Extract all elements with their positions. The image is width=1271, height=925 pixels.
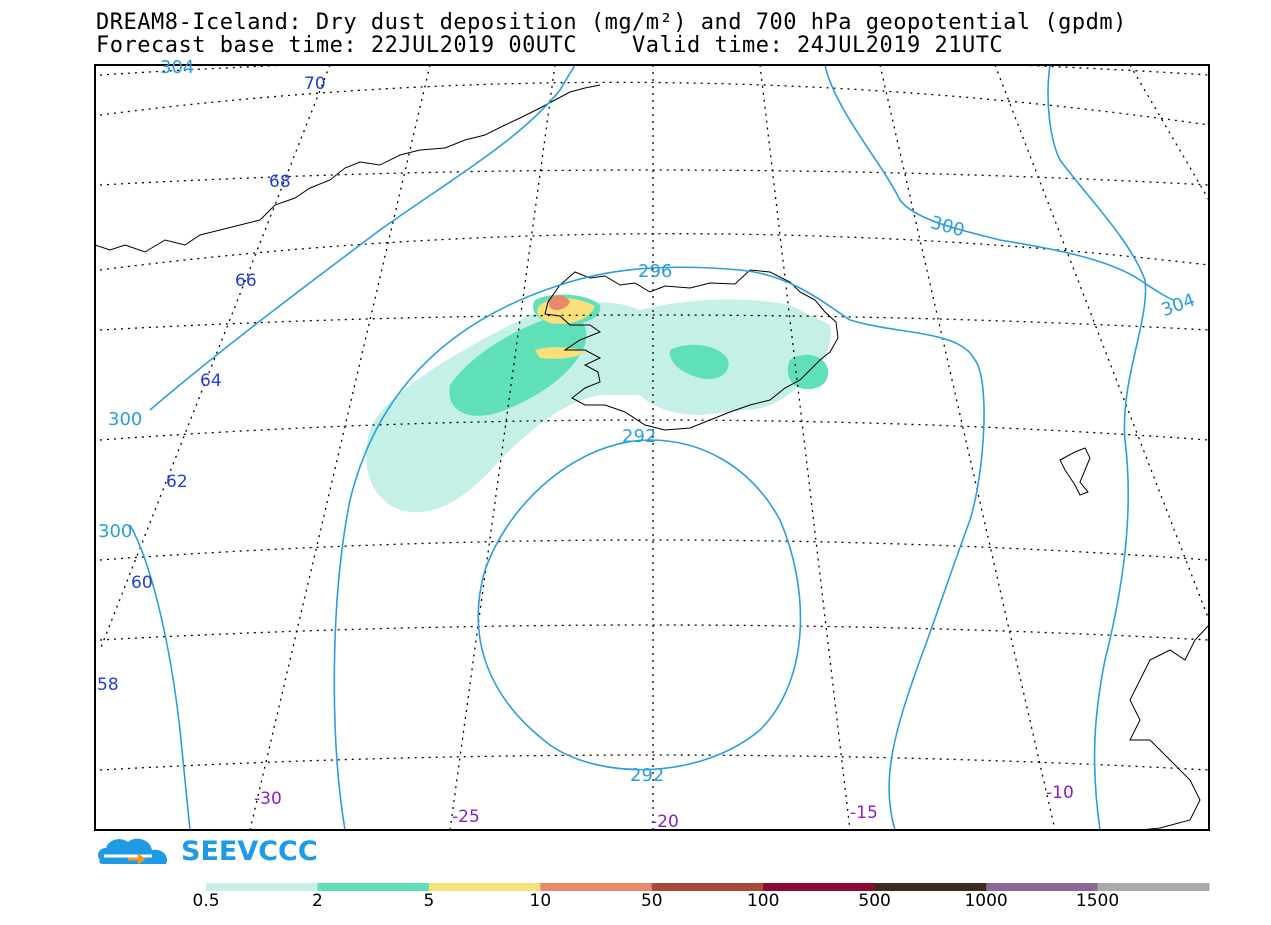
longitude-label-minus25: -25 — [452, 807, 480, 827]
map-subtitle-times: Forecast base time: 22JUL2019 00UTC Vali… — [96, 33, 1004, 58]
iceland-coastline — [544, 269, 839, 431]
longitude-labels: -30 -25 -20 -15 -10 — [254, 783, 1074, 832]
geopotential-label: 304 — [160, 57, 194, 78]
scotland-coastline — [1129, 624, 1209, 830]
geopotential-labels: 304 300 300 300 304 296 292 292 — [98, 57, 1198, 786]
latitude-grid — [99, 65, 1209, 771]
latitude-label-62: 62 — [166, 472, 188, 492]
legend-swatch — [428, 883, 541, 891]
longitude-label-minus30: -30 — [254, 789, 282, 809]
map-frame — [94, 64, 1210, 831]
dust-level-10-area — [548, 295, 570, 310]
dust-level-2-area — [449, 314, 587, 416]
legend-color-bar — [206, 883, 1210, 891]
contour-300-east — [824, 65, 1176, 301]
legend-threshold-label: 2 — [312, 891, 323, 911]
legend-swatch — [986, 883, 1099, 891]
geopotential-label: 300 — [98, 521, 132, 542]
longitude-label-minus20: -20 — [651, 812, 679, 832]
geopotential-contours — [129, 65, 1176, 830]
legend-threshold-label: 100 — [746, 891, 780, 911]
legend-threshold-label: 50 — [640, 891, 663, 911]
legend-swatch — [317, 883, 430, 891]
legend-threshold-label: 500 — [858, 891, 891, 911]
latitude-label-60: 60 — [131, 573, 153, 593]
contour-300-west — [149, 65, 576, 411]
geopotential-label: 300 — [108, 409, 142, 430]
latitude-label-68: 68 — [269, 172, 291, 192]
logo-text: SEEVCCC — [181, 836, 318, 867]
legend-swatch — [874, 883, 987, 891]
contour-300-west-south — [129, 524, 191, 830]
geopotential-label: 292 — [622, 426, 656, 447]
map-title: DREAM8-Iceland: Dry dust deposition (mg/… — [96, 10, 1127, 35]
legend-swatch — [763, 883, 876, 891]
dust-plume — [366, 294, 831, 513]
latitude-label-64: 64 — [200, 371, 222, 391]
geopotential-label: 300 — [928, 212, 967, 241]
greenland-coastline — [95, 84, 601, 253]
legend-threshold-label: 10 — [529, 891, 552, 911]
longitude-label-minus10: -10 — [1046, 783, 1074, 803]
legend-swatch — [651, 883, 764, 891]
cloud-arrow-icon — [98, 838, 168, 865]
legend-swatch — [540, 883, 653, 891]
contour-292-ring — [477, 439, 802, 771]
latitude-label-70: 70 — [304, 74, 326, 94]
dust-level-2-area — [669, 344, 729, 380]
legend-threshold-label: 5 — [423, 891, 435, 911]
geopotential-label: 292 — [630, 765, 664, 786]
longitude-label-minus15: -15 — [850, 803, 878, 823]
contour-304-east — [1047, 65, 1147, 830]
latitude-label-66: 66 — [235, 271, 257, 291]
legend-swatch — [206, 883, 318, 891]
legend-threshold-label: 0.5 — [192, 891, 220, 911]
latitude-label-58: 58 — [97, 675, 119, 695]
latitude-labels: 70 68 66 64 62 60 58 — [97, 74, 326, 695]
faroe-coastline — [1059, 447, 1091, 496]
longitude-grid — [99, 65, 1209, 830]
legend-threshold-label: 1000 — [964, 891, 1008, 911]
geopotential-label: 304 — [1158, 290, 1197, 321]
contour-296 — [333, 266, 985, 830]
geopotential-label: 296 — [638, 261, 672, 282]
legend-swatch — [1097, 883, 1210, 891]
legend-threshold-label: 1500 — [1075, 891, 1120, 911]
